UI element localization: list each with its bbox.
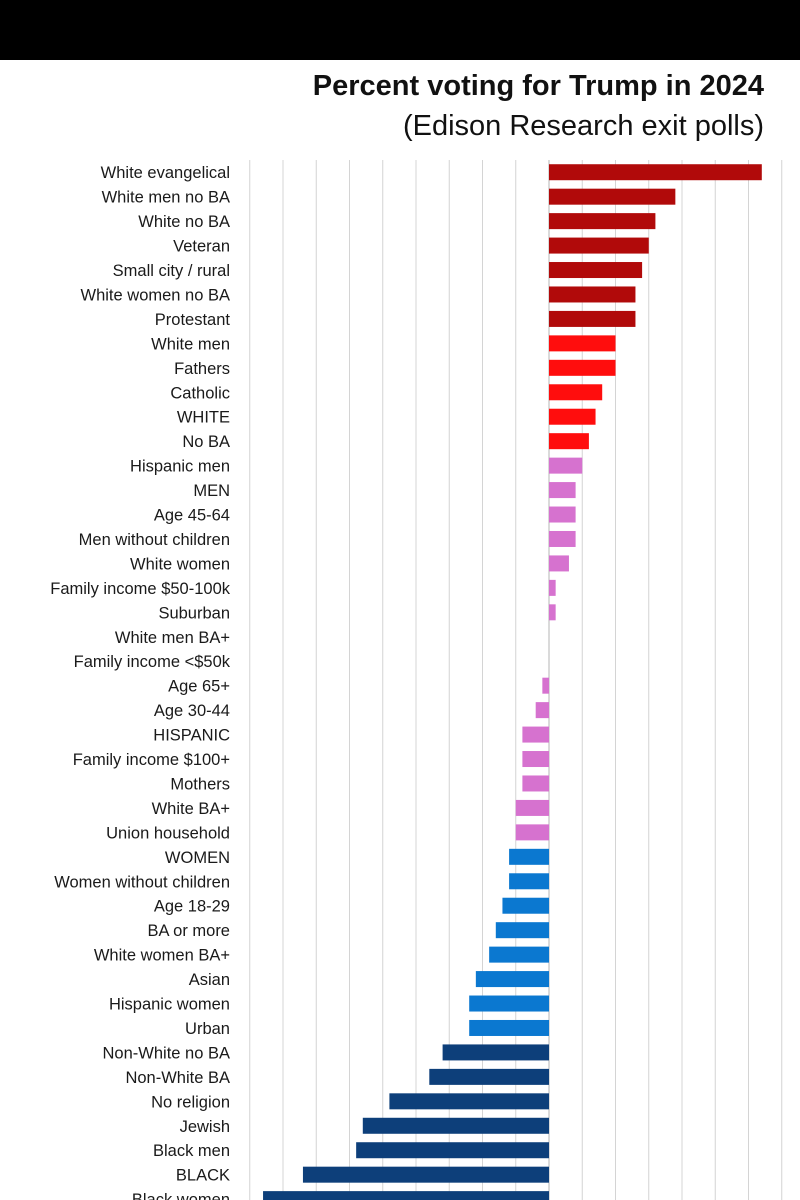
category-label: Union household xyxy=(106,824,230,842)
chart-title: Percent voting for Trump in 2024 xyxy=(312,70,764,102)
category-label: Asian xyxy=(189,971,230,989)
category-label: Family income $100+ xyxy=(73,751,230,769)
bar xyxy=(549,359,616,376)
bar xyxy=(302,1166,549,1183)
bar xyxy=(522,775,549,792)
bar xyxy=(469,1019,549,1036)
category-label: No religion xyxy=(151,1093,230,1111)
top-black-bar xyxy=(0,0,800,60)
bar xyxy=(515,799,549,816)
category-label: Women without children xyxy=(54,873,230,891)
bar xyxy=(489,946,549,963)
bar xyxy=(515,824,549,841)
category-label: White evangelical xyxy=(101,164,230,182)
category-label: Age 45-64 xyxy=(154,507,230,525)
category-label: Hispanic men xyxy=(130,458,230,476)
bar xyxy=(535,702,549,719)
category-label: Urban xyxy=(185,1020,230,1038)
bar xyxy=(549,384,603,401)
bar xyxy=(549,164,762,181)
bar xyxy=(442,1044,549,1061)
bar xyxy=(549,433,589,450)
bar xyxy=(502,897,549,914)
category-label: White women no BA xyxy=(81,286,230,304)
bar xyxy=(549,286,636,303)
category-label: Family income <$50k xyxy=(74,653,231,671)
bar xyxy=(549,335,616,352)
category-label: Men without children xyxy=(79,531,230,549)
category-label: BLACK xyxy=(176,1167,230,1185)
category-label: MEN xyxy=(193,482,230,500)
category-label: White no BA xyxy=(138,213,230,231)
category-label: White women BA+ xyxy=(94,947,230,965)
bar xyxy=(389,1093,549,1110)
category-label: Mothers xyxy=(170,775,230,793)
category-label: Small city / rural xyxy=(113,262,230,280)
category-label: Fathers xyxy=(174,360,230,378)
bar xyxy=(549,555,569,572)
category-label: White men no BA xyxy=(102,189,230,207)
bar xyxy=(522,726,549,743)
category-label: White men xyxy=(151,335,230,353)
category-label: BA or more xyxy=(147,922,230,940)
category-label: Catholic xyxy=(170,384,230,402)
bar xyxy=(549,579,556,596)
chart-subtitle: (Edison Research exit polls) xyxy=(402,110,764,142)
category-label: White women xyxy=(130,555,230,573)
category-label: Age 30-44 xyxy=(154,702,230,720)
category-label: Family income $50-100k xyxy=(50,580,230,598)
bar xyxy=(522,751,549,768)
category-label: Veteran xyxy=(173,238,230,256)
bar xyxy=(509,848,549,865)
bar xyxy=(549,237,649,254)
bar xyxy=(549,482,576,499)
bar xyxy=(509,873,549,890)
bar xyxy=(549,506,576,523)
category-label: WOMEN xyxy=(165,849,230,867)
category-label: Age 65+ xyxy=(168,678,230,696)
category-label: Protestant xyxy=(155,311,231,329)
bar xyxy=(549,188,676,205)
category-label: Hispanic women xyxy=(109,996,230,1014)
bar xyxy=(475,971,549,988)
bar xyxy=(549,310,636,327)
bar xyxy=(549,530,576,547)
category-label: Black women xyxy=(132,1191,230,1200)
bar xyxy=(542,677,549,694)
bar xyxy=(495,922,549,939)
category-label: Black men xyxy=(153,1142,230,1160)
bar xyxy=(549,262,643,279)
bar xyxy=(429,1068,549,1085)
bar xyxy=(356,1142,549,1159)
category-label: Non-White BA xyxy=(125,1069,230,1087)
category-label: No BA xyxy=(182,433,230,451)
bar xyxy=(549,408,596,425)
bar xyxy=(549,213,656,230)
category-label: Jewish xyxy=(180,1118,230,1136)
bar xyxy=(469,995,549,1012)
category-label: Age 18-29 xyxy=(154,898,230,916)
category-label: WHITE xyxy=(177,409,230,427)
category-label: Non-White no BA xyxy=(103,1044,230,1062)
bar xyxy=(549,457,583,474)
bar xyxy=(263,1191,549,1200)
category-label: White BA+ xyxy=(152,800,230,818)
category-label: Suburban xyxy=(158,604,230,622)
bar xyxy=(549,604,556,621)
category-label: HISPANIC xyxy=(153,727,230,745)
category-label: White men BA+ xyxy=(115,629,230,647)
bar xyxy=(362,1117,549,1134)
